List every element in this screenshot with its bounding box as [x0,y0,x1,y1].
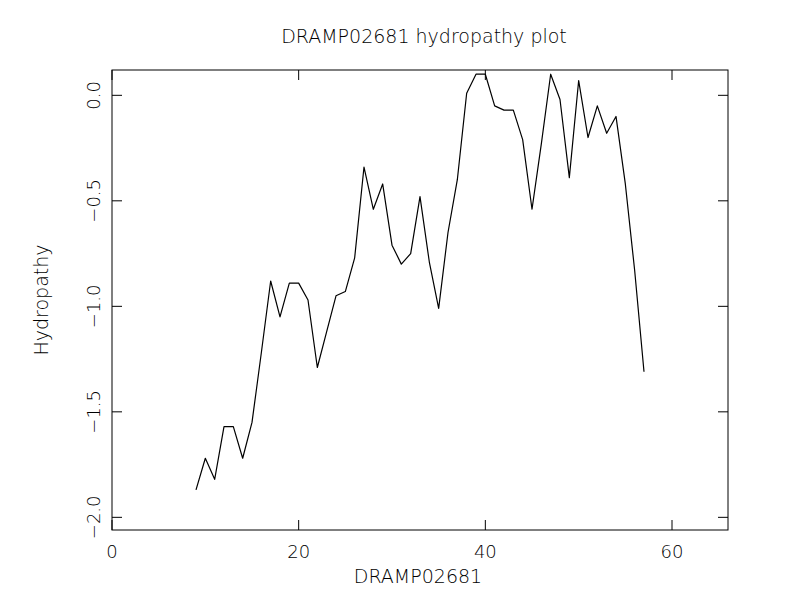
y-tick-label: −1.5 [83,390,104,434]
y-tick-label: 0.0 [83,81,104,110]
y-tick [112,200,122,201]
y-tick-label: −2.0 [83,495,104,539]
y-tick [112,95,122,96]
line-series [196,74,644,490]
chart: 0 20 40 60 0.0 −0.5 −1.0 −1.5 −2.0 DRAMP02681 hyd… [0,0,800,600]
y-tick-label: −0.5 [83,179,104,223]
y-tick-right [718,306,728,307]
x-tick-label: 40 [474,541,497,562]
y-tick [112,306,122,307]
y-tick-right [718,411,728,412]
plot-frame [112,70,728,530]
x-tick [112,520,113,530]
y-tick-right [718,95,728,96]
title: DRAMP02681 hydropathy plot [281,25,567,47]
y-tick-right [718,517,728,518]
x-tick-top [112,70,113,80]
background [0,0,800,600]
x-tick-top [672,70,673,80]
x-tick [485,520,486,530]
y-axis-label: Hydropathy [30,244,52,355]
y-tick [112,411,122,412]
x-tick [672,520,673,530]
y-tick-right [718,200,728,201]
plot-area [196,74,644,490]
y-tick [112,517,122,518]
x-tick-top [298,70,299,80]
x-tick-label: 20 [287,541,310,562]
x-axis-label: DRAMP02681 [354,565,482,587]
x-tick-label: 60 [661,541,684,562]
x-tick-label: 0 [106,541,117,562]
x-tick [298,520,299,530]
y-tick-label: −1.0 [83,284,104,328]
